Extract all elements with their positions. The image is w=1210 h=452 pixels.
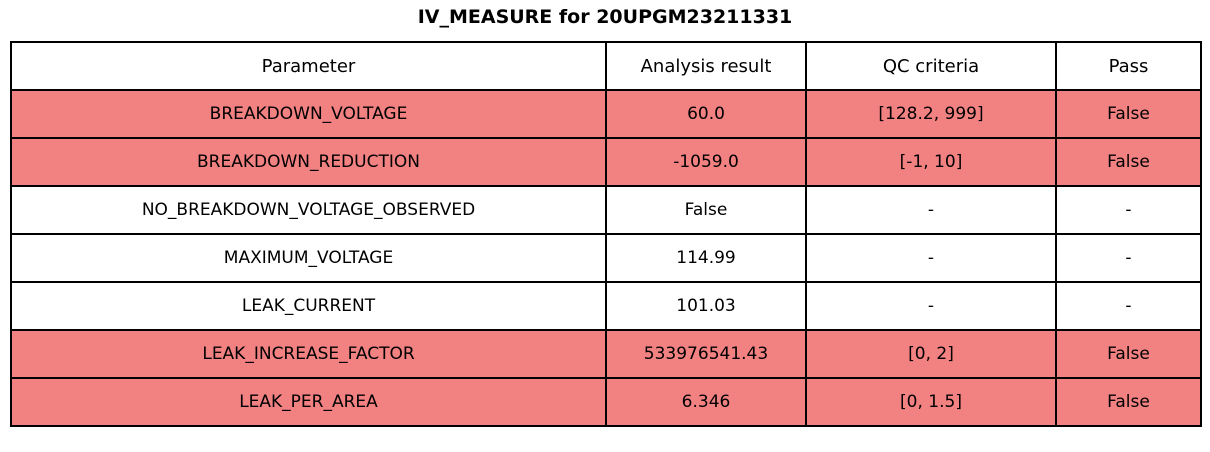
cell-qc-criteria: [0, 2]	[805, 329, 1057, 379]
page-title: IV_MEASURE for 20UPGM23211331	[417, 6, 793, 28]
table-row: BREAKDOWN_VOLTAGE 60.0 [128.2, 999] Fals…	[10, 89, 1202, 139]
cell-analysis-result: 114.99	[605, 233, 807, 283]
cell-pass: False	[1055, 377, 1202, 427]
cell-qc-criteria: [0, 1.5]	[805, 377, 1057, 427]
cell-parameter: LEAK_PER_AREA	[10, 377, 607, 427]
header-parameter: Parameter	[10, 41, 607, 91]
cell-qc-criteria: -	[805, 281, 1057, 331]
cell-parameter: NO_BREAKDOWN_VOLTAGE_OBSERVED	[10, 185, 607, 235]
table-row: LEAK_PER_AREA 6.346 [0, 1.5] False	[10, 377, 1202, 427]
cell-parameter: LEAK_CURRENT	[10, 281, 607, 331]
header-analysis-result: Analysis result	[605, 41, 807, 91]
table-row: LEAK_INCREASE_FACTOR 533976541.43 [0, 2]…	[10, 329, 1202, 379]
cell-parameter: BREAKDOWN_REDUCTION	[10, 137, 607, 187]
cell-analysis-result: -1059.0	[605, 137, 807, 187]
table-body: BREAKDOWN_VOLTAGE 60.0 [128.2, 999] Fals…	[10, 89, 1202, 427]
cell-pass: -	[1055, 233, 1202, 283]
cell-analysis-result: False	[605, 185, 807, 235]
cell-analysis-result: 60.0	[605, 89, 807, 139]
cell-qc-criteria: [-1, 10]	[805, 137, 1057, 187]
table-header: Parameter Analysis result QC criteria Pa…	[10, 41, 1202, 91]
cell-pass: False	[1055, 137, 1202, 187]
cell-pass: False	[1055, 329, 1202, 379]
cell-qc-criteria: -	[805, 185, 1057, 235]
cell-parameter: BREAKDOWN_VOLTAGE	[10, 89, 607, 139]
table-row: BREAKDOWN_REDUCTION -1059.0 [-1, 10] Fal…	[10, 137, 1202, 187]
cell-parameter: LEAK_INCREASE_FACTOR	[10, 329, 607, 379]
cell-analysis-result: 101.03	[605, 281, 807, 331]
cell-pass: False	[1055, 89, 1202, 139]
table-row: MAXIMUM_VOLTAGE 114.99 - -	[10, 233, 1202, 283]
cell-pass: -	[1055, 185, 1202, 235]
cell-parameter: MAXIMUM_VOLTAGE	[10, 233, 607, 283]
header-pass: Pass	[1055, 41, 1202, 91]
qc-results-table: Parameter Analysis result QC criteria Pa…	[10, 41, 1202, 427]
cell-qc-criteria: -	[805, 233, 1057, 283]
table-row: NO_BREAKDOWN_VOLTAGE_OBSERVED False - -	[10, 185, 1202, 235]
header-qc-criteria: QC criteria	[805, 41, 1057, 91]
cell-pass: -	[1055, 281, 1202, 331]
cell-analysis-result: 533976541.43	[605, 329, 807, 379]
table-header-row: Parameter Analysis result QC criteria Pa…	[10, 41, 1202, 91]
table-row: LEAK_CURRENT 101.03 - -	[10, 281, 1202, 331]
cell-qc-criteria: [128.2, 999]	[805, 89, 1057, 139]
cell-analysis-result: 6.346	[605, 377, 807, 427]
